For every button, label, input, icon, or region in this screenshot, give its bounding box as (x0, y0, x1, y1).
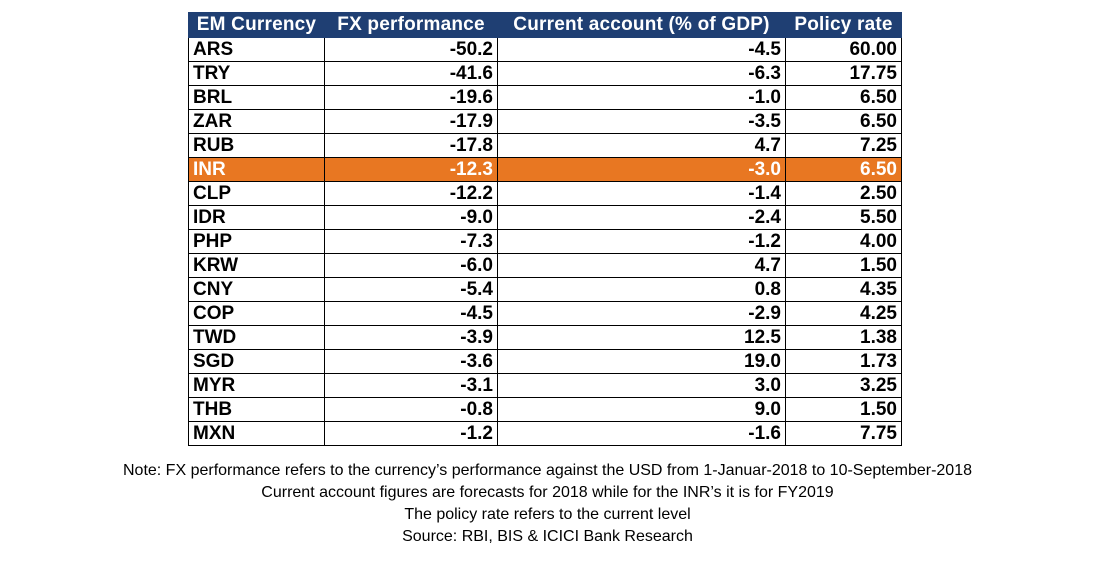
cell-current-account: -6.3 (497, 61, 786, 86)
cell-fx-performance: -12.2 (324, 181, 498, 206)
table-row: KRW -6.0 4.7 1.50 (188, 253, 902, 278)
cell-policy-rate: 6.50 (785, 85, 902, 110)
cell-policy-rate: 7.25 (785, 133, 902, 158)
cell-currency: SGD (188, 349, 325, 374)
table-row: RUB -17.8 4.7 7.25 (188, 133, 902, 158)
header-current-account: Current account (% of GDP) (497, 12, 786, 38)
cell-currency: COP (188, 301, 325, 326)
cell-fx-performance: -3.6 (324, 349, 498, 374)
cell-currency: THB (188, 397, 325, 422)
table-row: MXN -1.2 -1.6 7.75 (188, 421, 902, 446)
table-header-row: EM Currency FX performance Current accou… (188, 12, 902, 38)
cell-current-account: -3.0 (497, 157, 786, 182)
em-currency-table: EM Currency FX performance Current accou… (188, 12, 902, 446)
cell-currency: MXN (188, 421, 325, 446)
table-body: ARS -50.2 -4.5 60.00 TRY -41.6 -6.3 17.75 BRL -19… (188, 37, 902, 446)
notes-block: Note: FX performance refers to the curre… (0, 460, 1095, 548)
header-fx-performance: FX performance (324, 12, 498, 38)
cell-policy-rate: 1.73 (785, 349, 902, 374)
cell-current-account: 12.5 (497, 325, 786, 350)
cell-fx-performance: -17.9 (324, 109, 498, 134)
cell-fx-performance: -50.2 (324, 37, 498, 62)
table-row: BRL -19.6 -1.0 6.50 (188, 85, 902, 110)
cell-policy-rate: 17.75 (785, 61, 902, 86)
cell-currency: TWD (188, 325, 325, 350)
table-row: COP -4.5 -2.9 4.25 (188, 301, 902, 326)
table-row: SGD -3.6 19.0 1.73 (188, 349, 902, 374)
cell-fx-performance: -9.0 (324, 205, 498, 230)
cell-currency: ARS (188, 37, 325, 62)
cell-current-account: 4.7 (497, 133, 786, 158)
cell-policy-rate: 3.25 (785, 373, 902, 398)
cell-currency: IDR (188, 205, 325, 230)
cell-policy-rate: 6.50 (785, 109, 902, 134)
cell-currency: PHP (188, 229, 325, 254)
cell-current-account: 0.8 (497, 277, 786, 302)
table-row: TRY -41.6 -6.3 17.75 (188, 61, 902, 86)
cell-policy-rate: 4.25 (785, 301, 902, 326)
cell-currency: BRL (188, 85, 325, 110)
cell-fx-performance: -0.8 (324, 397, 498, 422)
cell-fx-performance: -41.6 (324, 61, 498, 86)
table-row: CLP -12.2 -1.4 2.50 (188, 181, 902, 206)
cell-currency: MYR (188, 373, 325, 398)
cell-current-account: 3.0 (497, 373, 786, 398)
cell-current-account: 19.0 (497, 349, 786, 374)
note-source: Source: RBI, BIS & ICICI Bank Research (402, 528, 693, 545)
cell-fx-performance: -1.2 (324, 421, 498, 446)
cell-current-account: -1.4 (497, 181, 786, 206)
cell-fx-performance: -7.3 (324, 229, 498, 254)
note-current-account: Current account figures are forecasts fo… (261, 484, 834, 501)
header-em-currency: EM Currency (188, 12, 325, 38)
cell-policy-rate: 2.50 (785, 181, 902, 206)
table-row: ZAR -17.9 -3.5 6.50 (188, 109, 902, 134)
cell-policy-rate: 6.50 (785, 157, 902, 182)
cell-currency: TRY (188, 61, 325, 86)
cell-currency: CNY (188, 277, 325, 302)
cell-current-account: 9.0 (497, 397, 786, 422)
cell-current-account: -2.9 (497, 301, 786, 326)
cell-policy-rate: 7.75 (785, 421, 902, 446)
cell-fx-performance: -6.0 (324, 253, 498, 278)
cell-currency: KRW (188, 253, 325, 278)
table-row: THB -0.8 9.0 1.50 (188, 397, 902, 422)
cell-current-account: -1.0 (497, 85, 786, 110)
cell-fx-performance: -4.5 (324, 301, 498, 326)
cell-current-account: -1.6 (497, 421, 786, 446)
note-policy-rate: The policy rate refers to the current le… (404, 506, 691, 523)
note-fx-definition: Note: FX performance refers to the curre… (122, 462, 972, 479)
cell-policy-rate: 5.50 (785, 205, 902, 230)
cell-currency: ZAR (188, 109, 325, 134)
cell-fx-performance: -3.9 (324, 325, 498, 350)
table-row: IDR -9.0 -2.4 5.50 (188, 205, 902, 230)
cell-policy-rate: 1.38 (785, 325, 902, 350)
table-row: TWD -3.9 12.5 1.38 (188, 325, 902, 350)
table-row: ARS -50.2 -4.5 60.00 (188, 37, 902, 62)
table-row: CNY -5.4 0.8 4.35 (188, 277, 902, 302)
cell-fx-performance: -17.8 (324, 133, 498, 158)
cell-current-account: -1.2 (497, 229, 786, 254)
cell-policy-rate: 60.00 (785, 37, 902, 62)
header-policy-rate: Policy rate (785, 12, 902, 38)
cell-policy-rate: 4.00 (785, 229, 902, 254)
cell-currency: RUB (188, 133, 325, 158)
cell-policy-rate: 4.35 (785, 277, 902, 302)
table-row-highlighted: INR -12.3 -3.0 6.50 (188, 157, 902, 182)
cell-fx-performance: -3.1 (324, 373, 498, 398)
cell-policy-rate: 1.50 (785, 253, 902, 278)
cell-current-account: -3.5 (497, 109, 786, 134)
table-row: MYR -3.1 3.0 3.25 (188, 373, 902, 398)
table-row: PHP -7.3 -1.2 4.00 (188, 229, 902, 254)
cell-currency: CLP (188, 181, 325, 206)
cell-current-account: 4.7 (497, 253, 786, 278)
cell-fx-performance: -19.6 (324, 85, 498, 110)
cell-fx-performance: -12.3 (324, 157, 498, 182)
cell-current-account: -4.5 (497, 37, 786, 62)
cell-currency: INR (188, 157, 325, 182)
cell-policy-rate: 1.50 (785, 397, 902, 422)
cell-current-account: -2.4 (497, 205, 786, 230)
cell-fx-performance: -5.4 (324, 277, 498, 302)
